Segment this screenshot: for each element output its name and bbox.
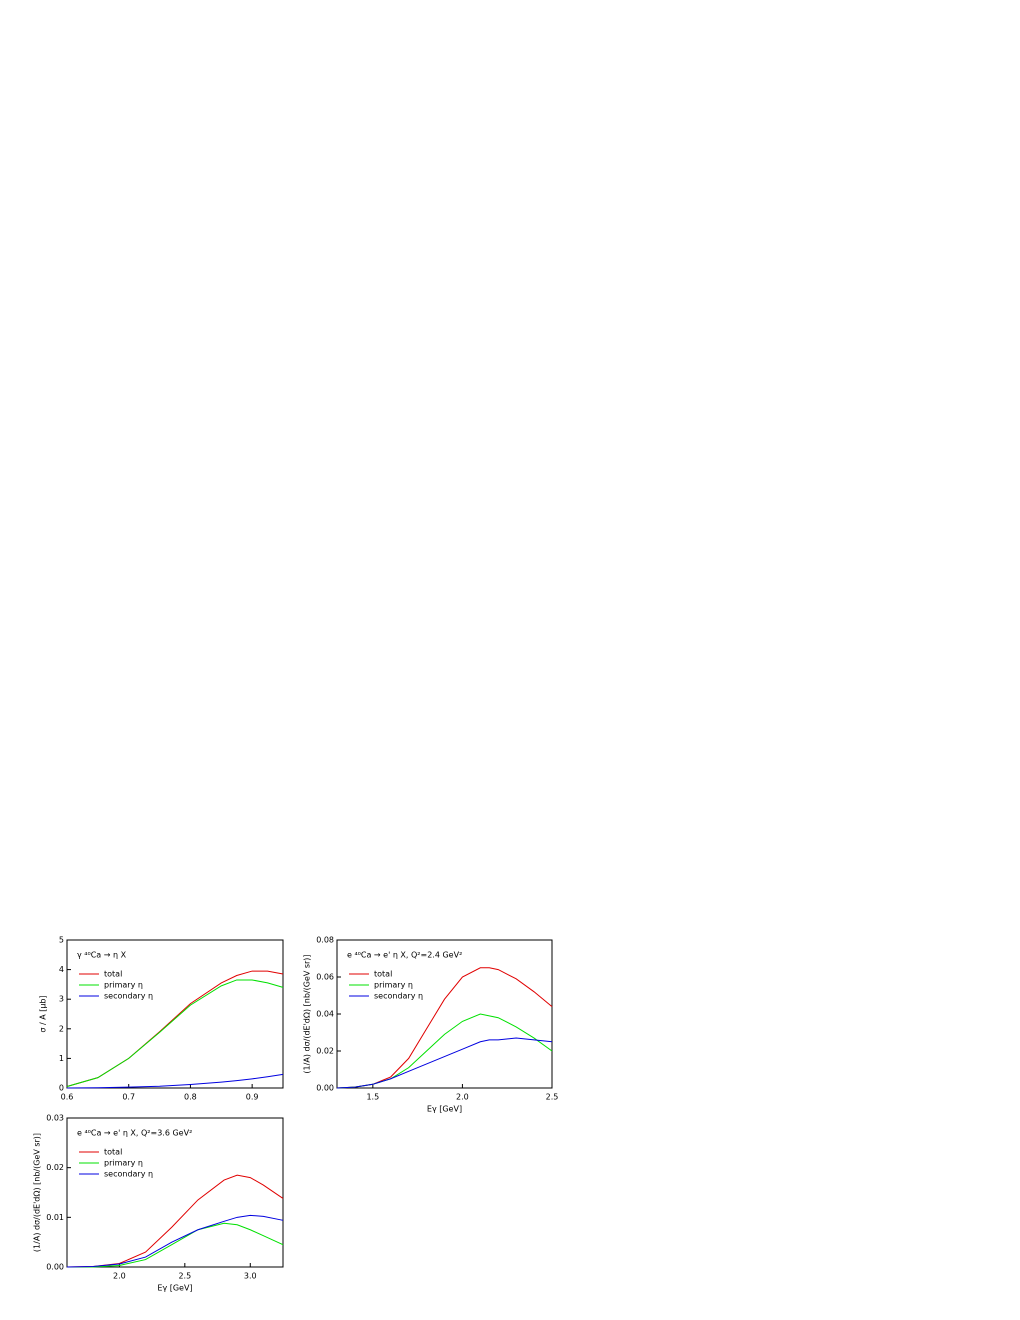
x-tick-label: 1.5	[366, 1093, 379, 1102]
legend-label: secondary η	[374, 992, 423, 1001]
y-tick-label: 0.01	[46, 1213, 64, 1222]
series-line	[66, 1214, 284, 1268]
plot-frame	[66, 939, 284, 1089]
legend-label: secondary η	[104, 992, 153, 1001]
y-axis-label: σ / A [μb]	[39, 995, 48, 1032]
x-axis-label: Eγ [GeV]	[427, 1105, 462, 1114]
legend-label: primary η	[104, 981, 143, 990]
legend-label: secondary η	[104, 1170, 153, 1179]
legend-label: total	[104, 970, 122, 979]
annotation: γ ⁴⁰Ca → η X	[77, 951, 127, 960]
plot-frame	[336, 939, 553, 1089]
x-axis-label: Eγ [GeV]	[157, 1284, 192, 1293]
annotation: e ⁴⁰Ca → e' η X, Q²=2.4 GeV²	[347, 951, 462, 960]
x-tick-label: 0.8	[184, 1093, 197, 1102]
series-line	[66, 1174, 284, 1268]
y-tick-label: 0.04	[316, 1010, 334, 1019]
y-tick-label: 0.02	[46, 1163, 64, 1172]
y-tick-label: 0.02	[316, 1047, 334, 1056]
y-tick-label: 2	[59, 1024, 64, 1033]
y-tick-label: 0.06	[316, 973, 334, 982]
y-tick-label: 0	[59, 1084, 64, 1093]
legend-label: total	[374, 970, 392, 979]
series-line	[336, 1037, 553, 1089]
series-line	[67, 1222, 284, 1268]
y-tick-label: 1	[59, 1054, 64, 1063]
y-tick-label: 0.00	[46, 1263, 64, 1272]
x-tick-label: 3.0	[244, 1272, 257, 1281]
x-tick-label: 0.7	[122, 1093, 135, 1102]
annotation: e ⁴⁰Ca → e' η X, Q²=3.6 GeV²	[77, 1129, 192, 1138]
series-line	[336, 967, 553, 1089]
x-tick-label: 2.5	[546, 1093, 559, 1102]
x-tick-label: 0.9	[246, 1093, 259, 1102]
series-line	[66, 970, 284, 1088]
y-tick-label: 4	[59, 965, 64, 974]
y-tick-label: 0.00	[316, 1084, 334, 1093]
legend-label: primary η	[374, 981, 413, 990]
y-axis-label: (1/A) dσ/(dE'dΩ) [nb/(GeV sr)]	[33, 1133, 42, 1252]
legend-label: total	[104, 1148, 122, 1157]
series-line	[336, 1013, 553, 1089]
plot-frame	[66, 1117, 284, 1268]
x-tick-label: 2.5	[178, 1272, 191, 1281]
series-line	[66, 1073, 284, 1089]
y-tick-label: 0.08	[316, 936, 334, 945]
x-tick-label: 2.0	[113, 1272, 126, 1281]
x-tick-label: 0.6	[61, 1093, 74, 1102]
legend-label: primary η	[104, 1159, 143, 1168]
y-tick-label: 5	[59, 936, 64, 945]
y-tick-label: 0.03	[46, 1114, 64, 1123]
x-tick-label: 2.0	[456, 1093, 469, 1102]
y-axis-label: (1/A) dσ/(dE'dΩ) [nb/(GeV sr)]	[303, 954, 312, 1073]
y-tick-label: 3	[59, 995, 64, 1004]
series-line	[66, 979, 284, 1088]
